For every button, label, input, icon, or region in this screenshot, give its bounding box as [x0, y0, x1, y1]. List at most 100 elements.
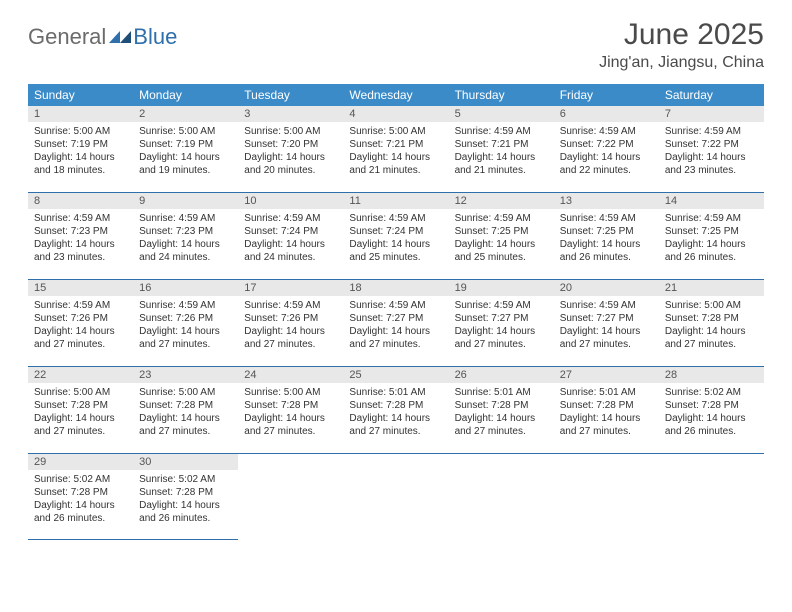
- day-cell: 10Sunrise: 4:59 AMSunset: 7:24 PMDayligh…: [238, 193, 343, 279]
- sunset-text: Sunset: 7:27 PM: [560, 312, 653, 325]
- daylight-text: Daylight: 14 hours and 27 minutes.: [34, 412, 127, 438]
- sunset-text: Sunset: 7:25 PM: [560, 225, 653, 238]
- day-cell: 5Sunrise: 4:59 AMSunset: 7:21 PMDaylight…: [449, 106, 554, 192]
- sunrise-text: Sunrise: 4:59 AM: [665, 125, 758, 138]
- header: General Blue June 2025 Jing'an, Jiangsu,…: [28, 18, 764, 72]
- day-number: 5: [449, 106, 554, 122]
- day-body: Sunrise: 4:59 AMSunset: 7:23 PMDaylight:…: [133, 209, 238, 270]
- weekday-header: Monday: [133, 84, 238, 106]
- sunset-text: Sunset: 7:28 PM: [34, 399, 127, 412]
- day-body: Sunrise: 4:59 AMSunset: 7:25 PMDaylight:…: [449, 209, 554, 270]
- daylight-text: Daylight: 14 hours and 27 minutes.: [455, 325, 548, 351]
- day-number: 27: [554, 367, 659, 383]
- day-body: Sunrise: 5:01 AMSunset: 7:28 PMDaylight:…: [554, 383, 659, 444]
- day-body: Sunrise: 4:59 AMSunset: 7:23 PMDaylight:…: [28, 209, 133, 270]
- sunset-text: Sunset: 7:22 PM: [665, 138, 758, 151]
- day-number: 6: [554, 106, 659, 122]
- month-title: June 2025: [599, 18, 764, 52]
- sunset-text: Sunset: 7:24 PM: [349, 225, 442, 238]
- sunrise-text: Sunrise: 5:00 AM: [665, 299, 758, 312]
- logo-mark-icon: [109, 29, 131, 47]
- daylight-text: Daylight: 14 hours and 27 minutes.: [139, 325, 232, 351]
- day-body: Sunrise: 5:00 AMSunset: 7:28 PMDaylight:…: [28, 383, 133, 444]
- weekday-header-row: SundayMondayTuesdayWednesdayThursdayFrid…: [28, 84, 764, 106]
- weekday-header: Wednesday: [343, 84, 448, 106]
- sunrise-text: Sunrise: 5:00 AM: [139, 386, 232, 399]
- daylight-text: Daylight: 14 hours and 25 minutes.: [455, 238, 548, 264]
- sunrise-text: Sunrise: 4:59 AM: [560, 212, 653, 225]
- daylight-text: Daylight: 14 hours and 26 minutes.: [560, 238, 653, 264]
- day-body: Sunrise: 4:59 AMSunset: 7:25 PMDaylight:…: [659, 209, 764, 270]
- day-body: Sunrise: 4:59 AMSunset: 7:25 PMDaylight:…: [554, 209, 659, 270]
- sunrise-text: Sunrise: 4:59 AM: [455, 212, 548, 225]
- sunset-text: Sunset: 7:19 PM: [34, 138, 127, 151]
- day-number: 11: [343, 193, 448, 209]
- day-number: 24: [238, 367, 343, 383]
- day-cell: 16Sunrise: 4:59 AMSunset: 7:26 PMDayligh…: [133, 280, 238, 366]
- sunset-text: Sunset: 7:28 PM: [244, 399, 337, 412]
- day-number: 8: [28, 193, 133, 209]
- day-cell: 29Sunrise: 5:02 AMSunset: 7:28 PMDayligh…: [28, 454, 133, 540]
- week-row: 22Sunrise: 5:00 AMSunset: 7:28 PMDayligh…: [28, 367, 764, 454]
- day-cell: 30Sunrise: 5:02 AMSunset: 7:28 PMDayligh…: [133, 454, 238, 540]
- sunrise-text: Sunrise: 4:59 AM: [244, 212, 337, 225]
- day-number: 13: [554, 193, 659, 209]
- daylight-text: Daylight: 14 hours and 26 minutes.: [665, 238, 758, 264]
- sunrise-text: Sunrise: 4:59 AM: [34, 299, 127, 312]
- daylight-text: Daylight: 14 hours and 27 minutes.: [560, 412, 653, 438]
- day-number: 30: [133, 454, 238, 470]
- weekday-header: Thursday: [449, 84, 554, 106]
- sunrise-text: Sunrise: 4:59 AM: [560, 299, 653, 312]
- day-number: 2: [133, 106, 238, 122]
- day-number: 19: [449, 280, 554, 296]
- day-body: Sunrise: 4:59 AMSunset: 7:27 PMDaylight:…: [343, 296, 448, 357]
- daylight-text: Daylight: 14 hours and 26 minutes.: [34, 499, 127, 525]
- logo-text-blue: Blue: [133, 24, 177, 50]
- daylight-text: Daylight: 14 hours and 22 minutes.: [560, 151, 653, 177]
- day-cell: 3Sunrise: 5:00 AMSunset: 7:20 PMDaylight…: [238, 106, 343, 192]
- day-number: 25: [343, 367, 448, 383]
- day-number: 1: [28, 106, 133, 122]
- day-number: 26: [449, 367, 554, 383]
- day-number: 14: [659, 193, 764, 209]
- day-number: 15: [28, 280, 133, 296]
- day-number: 3: [238, 106, 343, 122]
- week-row: 1 Sunrise: 5:00 AM Sunset: 7:19 PM Daylight…: [28, 106, 764, 193]
- day-body: Sunrise: 5:00 AMSunset: 7:21 PMDaylight:…: [343, 122, 448, 183]
- day-body: Sunrise: 5:00 AMSunset: 7:28 PMDaylight:…: [238, 383, 343, 444]
- daylight-text: Daylight: 14 hours and 27 minutes.: [244, 412, 337, 438]
- day-number: 16: [133, 280, 238, 296]
- day-body: Sunrise: 5:00 AMSunset: 7:28 PMDaylight:…: [133, 383, 238, 444]
- sunrise-text: Sunrise: 5:01 AM: [349, 386, 442, 399]
- sunset-text: Sunset: 7:25 PM: [455, 225, 548, 238]
- weekday-header: Friday: [554, 84, 659, 106]
- sunset-text: Sunset: 7:28 PM: [665, 312, 758, 325]
- daylight-text: Daylight: 14 hours and 26 minutes.: [665, 412, 758, 438]
- weekday-header: Tuesday: [238, 84, 343, 106]
- sunrise-text: Sunrise: 5:00 AM: [349, 125, 442, 138]
- sunrise-text: Sunrise: 4:59 AM: [34, 212, 127, 225]
- sunrise-text: Sunrise: 4:59 AM: [139, 299, 232, 312]
- day-body: Sunrise: 4:59 AMSunset: 7:22 PMDaylight:…: [659, 122, 764, 183]
- day-body: Sunrise: 4:59 AMSunset: 7:22 PMDaylight:…: [554, 122, 659, 183]
- daylight-text: Daylight: 14 hours and 25 minutes.: [349, 238, 442, 264]
- sunset-text: Sunset: 7:24 PM: [244, 225, 337, 238]
- day-cell: 13Sunrise: 4:59 AMSunset: 7:25 PMDayligh…: [554, 193, 659, 279]
- sunrise-text: Sunrise: 4:59 AM: [349, 212, 442, 225]
- week-row: 15Sunrise: 4:59 AMSunset: 7:26 PMDayligh…: [28, 280, 764, 367]
- day-cell: 28Sunrise: 5:02 AMSunset: 7:28 PMDayligh…: [659, 367, 764, 453]
- sunrise-text: Sunrise: 4:59 AM: [665, 212, 758, 225]
- daylight-text: Daylight: 14 hours and 20 minutes.: [244, 151, 337, 177]
- daylight-text: Daylight: 14 hours and 27 minutes.: [665, 325, 758, 351]
- sunset-text: Sunset: 7:26 PM: [34, 312, 127, 325]
- day-body: Sunrise: 4:59 AMSunset: 7:26 PMDaylight:…: [238, 296, 343, 357]
- day-cell-empty: [554, 454, 659, 540]
- day-body: Sunrise: 5:02 AMSunset: 7:28 PMDaylight:…: [659, 383, 764, 444]
- sunrise-text: Sunrise: 5:01 AM: [455, 386, 548, 399]
- day-cell: 25Sunrise: 5:01 AMSunset: 7:28 PMDayligh…: [343, 367, 448, 453]
- day-body: Sunrise: 4:59 AMSunset: 7:24 PMDaylight:…: [343, 209, 448, 270]
- sunset-text: Sunset: 7:25 PM: [665, 225, 758, 238]
- sunset-text: Sunset: 7:21 PM: [349, 138, 442, 151]
- logo: General Blue: [28, 18, 177, 50]
- sunset-text: Sunset: 7:28 PM: [560, 399, 653, 412]
